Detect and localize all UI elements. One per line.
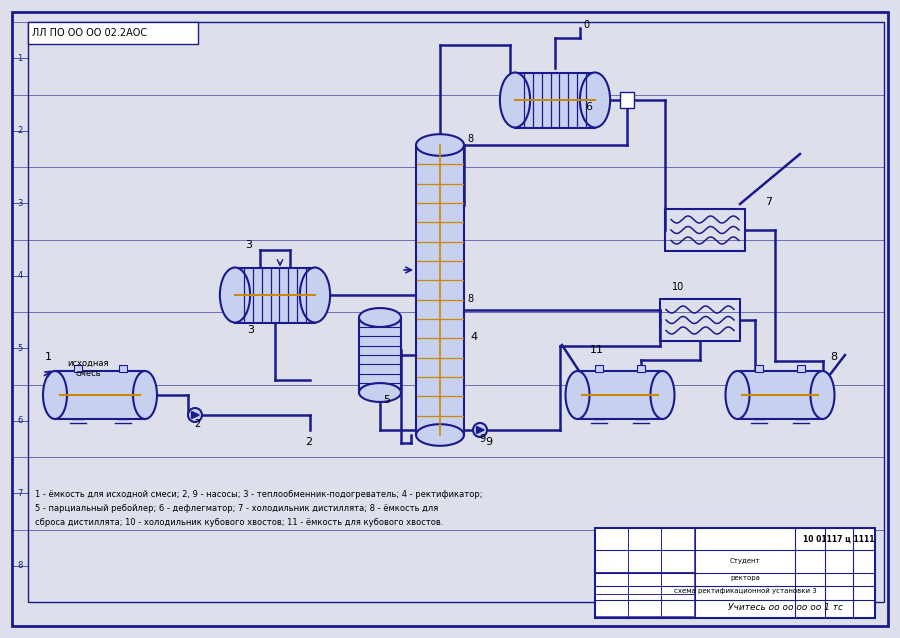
Bar	[359, 318, 401, 392]
Ellipse shape	[416, 424, 464, 446]
Bar	[595, 572, 628, 594]
Text: 3: 3	[17, 199, 22, 208]
Bar	[595, 528, 628, 550]
Text: 5: 5	[17, 344, 22, 353]
Ellipse shape	[359, 308, 401, 327]
Text: ЛЛ ПО ОО ОО 02.2АОС: ЛЛ ПО ОО ОО 02.2АОС	[32, 28, 147, 38]
Bar	[661, 528, 694, 550]
Bar	[628, 594, 661, 616]
Circle shape	[473, 423, 487, 437]
Bar	[628, 572, 661, 594]
Text: 3: 3	[245, 239, 252, 249]
Ellipse shape	[416, 134, 464, 156]
Text: 2: 2	[194, 419, 200, 429]
Ellipse shape	[220, 267, 250, 322]
Text: 6: 6	[585, 102, 592, 112]
Ellipse shape	[565, 371, 590, 419]
Text: 1 - ёмкость для исходной смеси; 2, 9 - насосы; 3 - теплообменник-подогреватель; : 1 - ёмкость для исходной смеси; 2, 9 - н…	[35, 490, 482, 527]
Bar	[28, 22, 198, 44]
Ellipse shape	[651, 371, 674, 419]
Text: 6: 6	[17, 416, 22, 426]
Ellipse shape	[300, 267, 330, 322]
Text: исходная
смесь: исходная смесь	[68, 359, 109, 378]
Bar	[665, 209, 745, 251]
Bar	[74, 365, 82, 372]
Bar	[55, 371, 145, 419]
Bar	[660, 299, 740, 341]
Polygon shape	[192, 412, 199, 419]
Text: 1: 1	[17, 54, 22, 63]
Text: 3: 3	[247, 325, 254, 335]
Text: 1: 1	[45, 352, 52, 362]
Text: 7: 7	[17, 489, 22, 498]
Text: 11: 11	[590, 345, 604, 355]
Bar	[595, 594, 628, 616]
Bar	[416, 145, 464, 435]
Polygon shape	[476, 426, 484, 433]
Text: 9: 9	[479, 434, 485, 444]
Ellipse shape	[811, 371, 834, 419]
Ellipse shape	[500, 73, 530, 128]
Text: схема ректификационной установки 3: схема ректификационной установки 3	[673, 588, 816, 594]
Bar	[661, 550, 694, 572]
Text: 4: 4	[470, 332, 477, 342]
Bar	[578, 371, 662, 419]
Ellipse shape	[359, 383, 401, 402]
Text: Учитесь оо оо оо оо 1 тс: Учитесь оо оо оо оо 1 тс	[727, 604, 842, 612]
Text: 2: 2	[17, 126, 22, 135]
Ellipse shape	[725, 371, 750, 419]
Bar	[637, 365, 645, 372]
Text: 7: 7	[765, 197, 772, 207]
Text: 8: 8	[830, 352, 837, 362]
Ellipse shape	[580, 73, 610, 128]
Bar	[628, 528, 661, 550]
Text: 4: 4	[17, 271, 22, 280]
Bar	[737, 371, 823, 419]
Text: 10 01117 ц 1111: 10 01117 ц 1111	[803, 535, 875, 544]
Text: 10: 10	[672, 282, 684, 292]
Bar	[595, 528, 875, 618]
Bar	[595, 365, 603, 372]
Bar	[235, 267, 315, 322]
Text: ректора: ректора	[730, 575, 760, 581]
Bar	[515, 73, 595, 128]
Text: 0: 0	[583, 20, 590, 30]
Bar	[620, 92, 634, 108]
Bar	[595, 550, 628, 572]
Bar	[661, 594, 694, 616]
Circle shape	[188, 408, 202, 422]
Bar	[661, 572, 694, 594]
Text: Студент: Студент	[730, 558, 760, 564]
Bar	[628, 550, 661, 572]
Text: 8: 8	[17, 561, 22, 570]
Ellipse shape	[43, 371, 67, 419]
Text: 5: 5	[383, 395, 390, 405]
Bar	[797, 365, 806, 372]
Text: 2: 2	[305, 437, 312, 447]
Bar	[755, 365, 763, 372]
Text: 9: 9	[485, 437, 492, 447]
Bar	[119, 365, 127, 372]
Text: 8: 8	[467, 294, 473, 304]
Ellipse shape	[133, 371, 157, 419]
Text: 8: 8	[467, 134, 473, 144]
